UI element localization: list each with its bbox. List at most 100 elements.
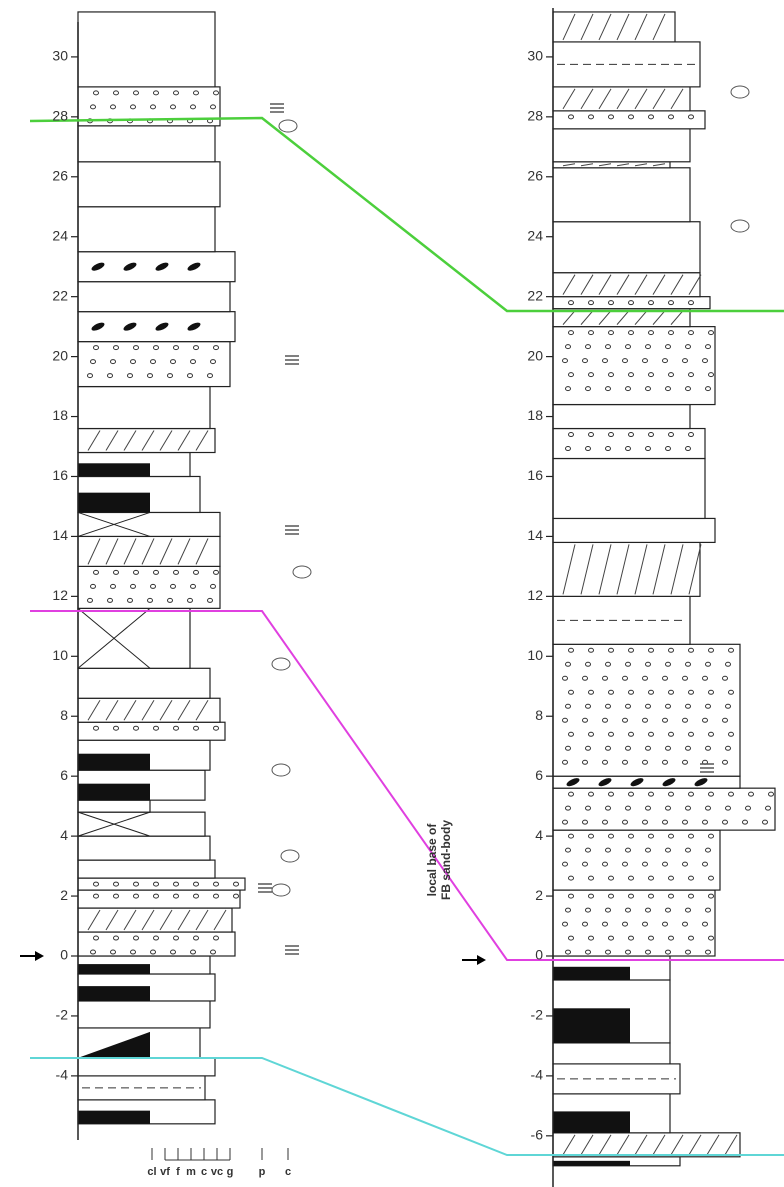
bed <box>553 297 710 309</box>
bed <box>553 830 720 890</box>
bed <box>78 812 205 836</box>
scale-label: f <box>176 1166 180 1178</box>
tick-label: 6 <box>60 767 68 783</box>
tick-label: 4 <box>60 827 68 843</box>
bed <box>553 405 690 429</box>
tick-label: 20 <box>527 347 543 363</box>
tick-label: -2 <box>531 1007 544 1023</box>
annotation-line: local base of <box>425 823 439 897</box>
bed <box>78 860 215 878</box>
tick-label: 2 <box>535 887 543 903</box>
bed <box>78 126 215 162</box>
mudstone <box>78 964 150 974</box>
bed <box>78 800 150 812</box>
tick-label: 6 <box>535 767 543 783</box>
mudstone <box>553 1111 630 1132</box>
bed <box>78 608 190 668</box>
mudstone <box>78 986 150 1001</box>
bed <box>553 890 715 956</box>
tick-label: 12 <box>527 587 543 603</box>
tick-label: 18 <box>52 407 68 423</box>
bed <box>78 722 225 740</box>
mudstone <box>553 967 630 980</box>
bed <box>78 387 210 429</box>
bed <box>78 908 232 932</box>
fossil-symbol <box>731 220 749 232</box>
mudstone <box>78 1111 150 1124</box>
tick-label: 8 <box>60 707 68 723</box>
bed <box>553 644 740 776</box>
tick-label: 24 <box>527 227 543 243</box>
fossil-symbol <box>281 850 299 862</box>
scale-label: g <box>227 1166 234 1178</box>
tick-label: 12 <box>52 587 68 603</box>
fossil-symbol <box>272 658 290 670</box>
arrow-right <box>462 955 486 965</box>
mudstone <box>553 1008 630 1043</box>
tick-label: 16 <box>527 467 543 483</box>
tick-label: 28 <box>527 108 543 124</box>
mudstone <box>78 754 150 770</box>
tick-label: 30 <box>52 48 68 64</box>
bed <box>78 1001 210 1028</box>
tick-label: 26 <box>52 167 68 183</box>
bed <box>78 836 210 860</box>
tick-label: -4 <box>56 1067 69 1083</box>
bed <box>78 890 240 908</box>
tick-label: 8 <box>535 707 543 723</box>
arrow-left <box>20 951 44 961</box>
bed <box>553 111 705 129</box>
annotation-line: FB sand-body <box>439 820 453 900</box>
tick-label: 16 <box>52 467 68 483</box>
tick-label: -6 <box>531 1127 544 1143</box>
tick-label: 20 <box>52 347 68 363</box>
scale-label: vc <box>211 1166 223 1178</box>
tick-label: 14 <box>527 527 543 543</box>
tick-label: 10 <box>527 647 543 663</box>
scale-label: cl <box>147 1166 156 1178</box>
beds <box>78 12 775 1166</box>
tick-label: 0 <box>535 947 543 963</box>
tick-label: 14 <box>52 527 68 543</box>
tick-label: 18 <box>527 407 543 423</box>
tick-label: 22 <box>527 287 543 303</box>
scale-label: c <box>285 1166 291 1178</box>
bed <box>553 327 715 405</box>
fossil-symbol <box>279 120 297 132</box>
fossil-symbol <box>293 566 311 578</box>
stratigraphic-logs: local base of FB sand-body clvffmcvcgpc … <box>0 0 784 1187</box>
bed <box>553 222 700 273</box>
scale-label: vf <box>160 1166 170 1178</box>
scale-label: p <box>259 1166 266 1178</box>
bed <box>78 668 210 698</box>
bed <box>553 12 675 42</box>
fossil-symbol <box>272 884 290 896</box>
tick-label: 22 <box>52 287 68 303</box>
bed <box>553 518 715 542</box>
scale-label: m <box>186 1166 196 1178</box>
tick-label: 24 <box>52 227 68 243</box>
mudstone <box>78 493 150 513</box>
tick-label: 10 <box>52 647 68 663</box>
mudstone <box>78 463 150 476</box>
bed <box>553 458 705 518</box>
bed <box>78 512 220 536</box>
bed <box>553 1043 670 1064</box>
tick-label: 28 <box>52 108 68 124</box>
tick-label: 4 <box>535 827 543 843</box>
bed <box>78 878 245 890</box>
tick-label: 30 <box>527 48 543 64</box>
bed <box>78 207 215 252</box>
bed <box>553 168 690 222</box>
bed <box>553 776 740 788</box>
annotation: local base of FB sand-body <box>425 820 453 900</box>
grain-size-scale: clvffmcvcgpc <box>147 1148 291 1178</box>
tick-label: 2 <box>60 887 68 903</box>
bed <box>78 12 215 87</box>
fossil-symbol <box>272 764 290 776</box>
bed <box>78 1058 215 1076</box>
tick-label: 26 <box>527 167 543 183</box>
tick-label: -4 <box>531 1067 544 1083</box>
bed <box>78 162 220 207</box>
bed <box>78 282 230 312</box>
